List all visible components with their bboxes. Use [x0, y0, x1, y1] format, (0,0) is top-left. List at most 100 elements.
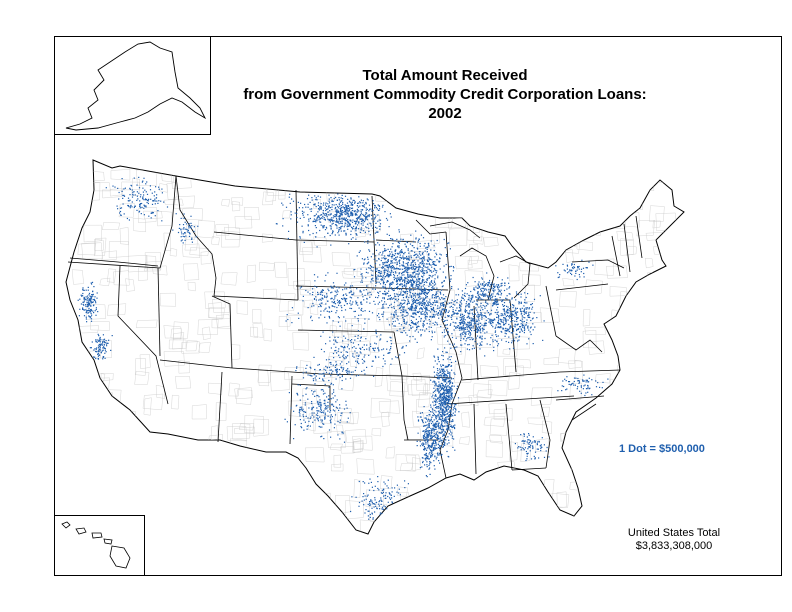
- loan-dot: [338, 211, 340, 213]
- loan-dot: [502, 328, 504, 330]
- loan-dot: [327, 211, 329, 213]
- loan-dot: [414, 338, 416, 340]
- loan-dot: [449, 376, 451, 378]
- loan-dot: [422, 322, 424, 325]
- county-boundary: [197, 220, 215, 239]
- loan-dot: [516, 318, 518, 321]
- loan-dot: [423, 321, 425, 323]
- loan-dot: [421, 303, 423, 305]
- loan-dot: [433, 424, 435, 426]
- loan-dot: [425, 454, 427, 457]
- loan-dot: [491, 288, 493, 290]
- loan-dot: [514, 309, 516, 311]
- loan-dot: [457, 288, 459, 290]
- loan-dot: [447, 358, 449, 360]
- county-boundary: [500, 217, 511, 232]
- loan-dot: [440, 407, 442, 410]
- loan-dot: [449, 391, 451, 393]
- loan-dot: [394, 259, 397, 261]
- loan-dot: [347, 210, 349, 212]
- loan-dot: [334, 216, 336, 218]
- loan-dot: [335, 217, 338, 219]
- loan-dot: [443, 321, 445, 323]
- loan-dot: [391, 323, 393, 325]
- loan-dot: [394, 271, 396, 273]
- loan-dot: [353, 220, 356, 222]
- loan-dot: [434, 400, 436, 402]
- loan-dot: [434, 382, 436, 384]
- loan-dot: [424, 270, 426, 272]
- loan-dot: [523, 309, 525, 311]
- loan-dot: [377, 278, 379, 280]
- loan-dot: [359, 201, 361, 203]
- loan-dot: [409, 286, 411, 289]
- county-boundary: [187, 282, 196, 292]
- loan-dot: [432, 435, 434, 437]
- loan-dot: [415, 263, 417, 266]
- loan-dot: [414, 265, 416, 267]
- loan-dot: [373, 347, 375, 350]
- loan-dot: [464, 323, 466, 325]
- loan-dot: [444, 397, 446, 399]
- loan-dot: [433, 404, 435, 406]
- loan-dot: [344, 208, 346, 210]
- loan-dot: [381, 279, 383, 281]
- loan-dot: [490, 313, 492, 315]
- loan-dot: [438, 418, 440, 420]
- loan-dot: [412, 260, 415, 262]
- loan-dot: [301, 225, 303, 227]
- loan-dot: [477, 284, 479, 286]
- loan-dot: [402, 347, 404, 349]
- loan-dot: [338, 227, 340, 229]
- county-boundary: [75, 370, 86, 382]
- loan-dot: [444, 395, 446, 397]
- loan-dot: [320, 305, 322, 308]
- loan-dot: [532, 329, 534, 331]
- loan-dot: [387, 307, 389, 309]
- county-boundary: [102, 222, 120, 230]
- loan-dot: [418, 310, 420, 312]
- loan-dot: [517, 323, 519, 325]
- loan-dot: [444, 392, 446, 394]
- loan-dot: [388, 298, 390, 300]
- loan-dot: [429, 289, 431, 291]
- loan-dot: [426, 449, 428, 451]
- loan-dot: [363, 356, 365, 358]
- loan-dot: [345, 208, 348, 210]
- loan-dot: [426, 427, 428, 429]
- loan-dot: [416, 440, 418, 442]
- loan-dot: [432, 394, 434, 396]
- loan-dot: [426, 313, 428, 315]
- loan-dot: [299, 406, 301, 408]
- loan-dot: [417, 280, 419, 282]
- loan-dot: [391, 257, 393, 259]
- county-boundary: [142, 393, 164, 411]
- loan-dot: [500, 289, 502, 291]
- loan-dot: [448, 411, 450, 413]
- loan-dot: [448, 393, 450, 395]
- loan-dot: [479, 283, 482, 285]
- county-boundary: [234, 387, 253, 400]
- loan-dot: [378, 295, 380, 297]
- loan-dot: [493, 283, 495, 285]
- loan-dot: [379, 208, 381, 210]
- loan-dot: [527, 325, 529, 327]
- county-boundary: [619, 391, 640, 408]
- county-boundary: [611, 459, 620, 475]
- loan-dot: [332, 222, 334, 224]
- loan-dot: [326, 216, 328, 218]
- loan-dot: [324, 213, 326, 215]
- loan-dot: [494, 286, 496, 288]
- county-boundary: [299, 238, 314, 253]
- loan-dot: [304, 203, 306, 206]
- loan-dot: [359, 214, 361, 217]
- loan-dot: [382, 275, 385, 277]
- loan-dot: [463, 331, 465, 333]
- loan-dot: [476, 304, 478, 306]
- loan-dot: [410, 315, 412, 317]
- loan-dot: [323, 403, 325, 405]
- loan-dot: [400, 302, 402, 304]
- loan-dot: [298, 207, 300, 209]
- county-boundary: [619, 500, 634, 519]
- loan-dot: [388, 290, 390, 292]
